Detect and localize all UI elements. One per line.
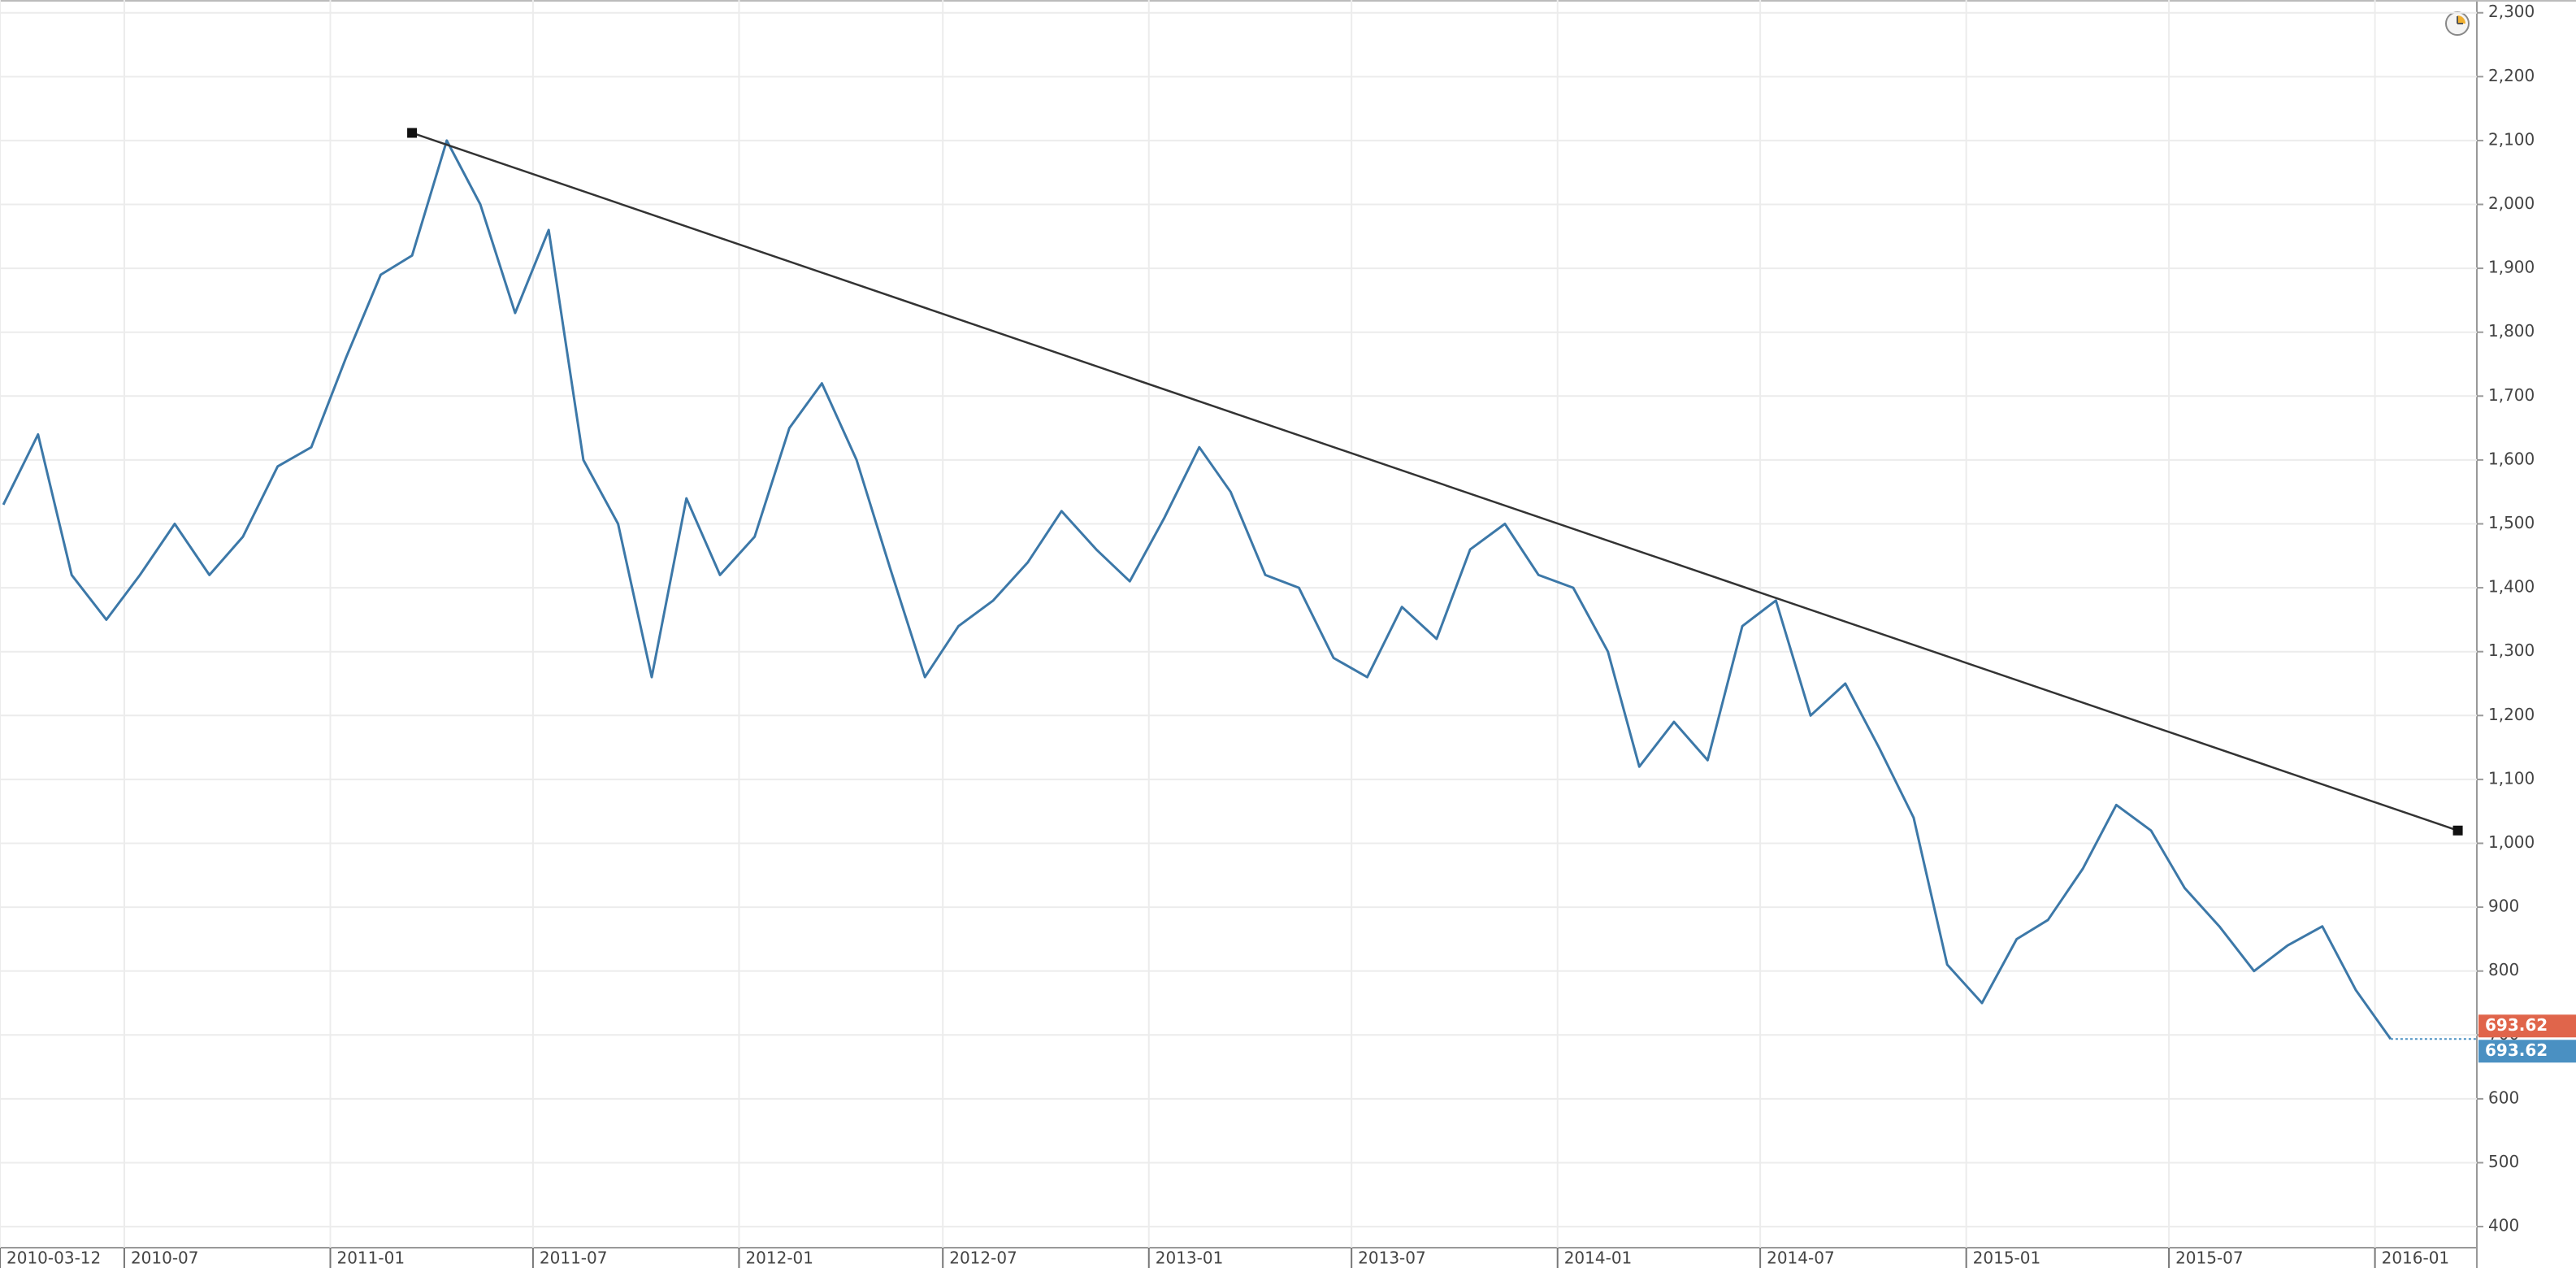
price-line (2, 139, 2392, 1040)
y-tick-label: 800 (2488, 960, 2519, 979)
y-tick-label: 1,800 (2488, 321, 2535, 341)
y-tick-label: 2,100 (2488, 129, 2535, 149)
y-tick-label: 1,400 (2488, 577, 2535, 597)
clock-icon[interactable] (2445, 11, 2470, 36)
y-tick-label: 2,200 (2488, 66, 2535, 85)
y-tick-label: 1,300 (2488, 641, 2535, 660)
trend-handle (407, 128, 418, 138)
x-tick-label: 2012-01 (745, 1248, 813, 1268)
y-tick-label: 900 (2488, 897, 2519, 916)
x-tick-label: 2013-07 (1358, 1248, 1426, 1268)
x-tick-label: 2016-01 (2382, 1248, 2450, 1268)
y-tick-label: 500 (2488, 1152, 2519, 1171)
y-tick-label: 400 (2488, 1216, 2519, 1235)
y-tick-label: 1,700 (2488, 385, 2535, 405)
x-tick-label: 2011-07 (540, 1248, 608, 1268)
x-tick-label: 2012-07 (949, 1248, 1017, 1268)
y-tick-label: 1,200 (2488, 705, 2535, 724)
y-tick-label: 2,300 (2488, 2, 2535, 21)
x-tick-label: 2011-01 (336, 1248, 405, 1268)
x-tick-label: 2013-01 (1156, 1248, 1224, 1268)
x-tick-label: 2015-01 (1973, 1248, 2041, 1268)
trend-handle (2452, 825, 2463, 836)
y-tick-label: 1,000 (2488, 832, 2535, 852)
x-tick-label: 2015-07 (2175, 1248, 2244, 1268)
last-price-box (2478, 1040, 2576, 1063)
x-tick-label: 2010-07 (131, 1248, 199, 1268)
y-tick-label: 2,000 (2488, 193, 2535, 213)
x-tick-label: 2014-07 (1767, 1248, 1835, 1268)
x-tick-label: 2014-01 (1564, 1248, 1633, 1268)
y-tick-label: 1,100 (2488, 768, 2535, 788)
last-price-label: 693.62 (2485, 1015, 2548, 1035)
y-tick-label: 1,500 (2488, 513, 2535, 532)
y-tick-label: 600 (2488, 1088, 2519, 1107)
last-price-box (2478, 1014, 2576, 1038)
x-tick-label: 2010-03-12 (7, 1248, 101, 1268)
last-price-label: 693.62 (2485, 1040, 2548, 1060)
y-tick-label: 1,900 (2488, 258, 2535, 277)
y-tick-label: 1,600 (2488, 449, 2535, 468)
trend-line (411, 132, 2458, 832)
